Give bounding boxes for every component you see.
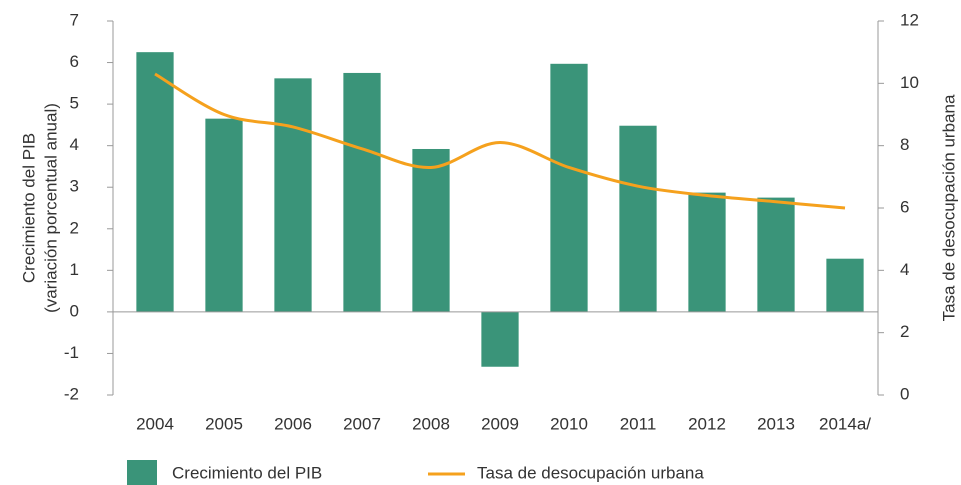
y-tick-label: 3 xyxy=(70,177,79,196)
bar xyxy=(205,118,243,312)
legend-swatch xyxy=(127,460,157,485)
line xyxy=(154,72,846,210)
bar xyxy=(757,197,795,312)
x-tick-label: 2008 xyxy=(412,414,450,433)
y2-tick-label: 2 xyxy=(900,322,909,341)
x-tick-label: 2013 xyxy=(757,414,795,433)
x-tick-label: 2011 xyxy=(620,414,657,433)
x-tick-label: 2006 xyxy=(274,414,312,433)
bar xyxy=(619,125,657,312)
y-tick-label: -1 xyxy=(64,343,79,362)
y-tick-label: 1 xyxy=(70,260,79,279)
x-tick-label: 2007 xyxy=(343,414,381,433)
y-tick-label: 6 xyxy=(70,52,79,71)
x-tick-label: 2014a/ xyxy=(819,414,871,433)
bar xyxy=(412,148,450,312)
y2-tick-label: 6 xyxy=(900,197,909,216)
y-axis-title: Crecimiento del PIB xyxy=(19,133,38,283)
bar xyxy=(826,258,864,312)
bar xyxy=(274,78,312,312)
x-tick-label: 2005 xyxy=(205,414,243,433)
bar xyxy=(481,311,519,367)
y2-axis-title: Tasa de desocupación urbana xyxy=(939,94,958,321)
legend-label: Tasa de desocupación urbana xyxy=(477,463,704,482)
bar xyxy=(343,72,381,312)
y-axis-title: (variación porcentual anual) xyxy=(41,103,60,313)
y2-tick-label: 12 xyxy=(900,10,919,29)
x-tick-label: 2010 xyxy=(550,414,588,433)
x-tick-label: 2012 xyxy=(688,414,726,433)
legend-label: Crecimiento del PIB xyxy=(172,463,322,482)
bar xyxy=(136,52,174,312)
y-tick-label: -2 xyxy=(64,384,79,403)
y-tick-label: 2 xyxy=(70,218,79,237)
y2-tick-label: 10 xyxy=(900,73,919,92)
x-tick-label: 2004 xyxy=(136,414,174,433)
y2-tick-label: 8 xyxy=(900,135,909,154)
y-tick-label: 7 xyxy=(70,10,79,29)
bar xyxy=(688,192,726,312)
bar xyxy=(550,63,588,312)
y2-tick-label: 4 xyxy=(900,260,909,279)
y-tick-label: 0 xyxy=(70,301,79,320)
y2-tick-label: 0 xyxy=(900,384,909,403)
y-tick-label: 4 xyxy=(70,135,79,154)
y-tick-label: 5 xyxy=(70,94,79,113)
x-tick-label: 2009 xyxy=(481,414,519,433)
